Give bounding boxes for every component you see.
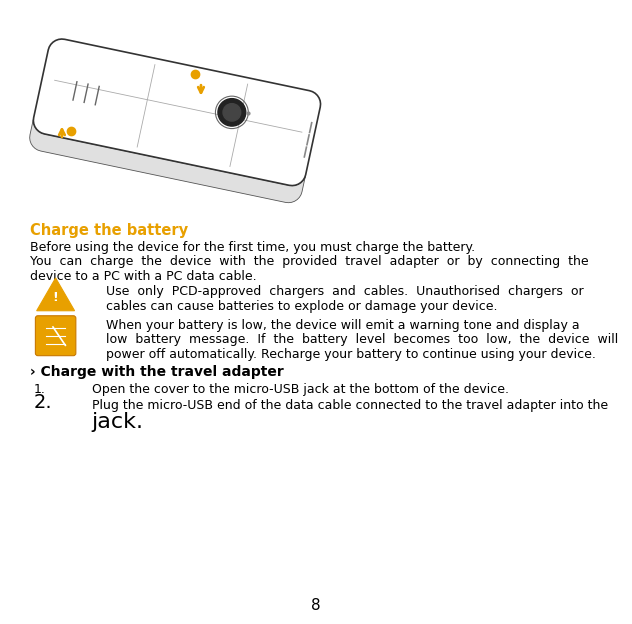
Circle shape [223, 104, 241, 121]
Text: 1.: 1. [33, 383, 46, 396]
Text: power off automatically. Recharge your battery to continue using your device.: power off automatically. Recharge your b… [106, 348, 596, 361]
Polygon shape [33, 39, 320, 185]
Text: Plug the micro-USB end of the data cable connected to the travel adapter into th: Plug the micro-USB end of the data cable… [92, 399, 608, 412]
Text: When your battery is low, the device will emit a warning tone and display a: When your battery is low, the device wil… [106, 319, 580, 332]
Text: You  can  charge  the  device  with  the  provided  travel  adapter  or  by  con: You can charge the device with the provi… [30, 255, 589, 268]
Circle shape [218, 99, 246, 126]
Polygon shape [37, 278, 75, 311]
Text: device to a PC with a PC data cable.: device to a PC with a PC data cable. [30, 270, 257, 283]
Text: 2.: 2. [33, 393, 52, 412]
Text: jack.: jack. [92, 412, 143, 432]
Text: Open the cover to the micro-USB jack at the bottom of the device.: Open the cover to the micro-USB jack at … [92, 383, 509, 396]
Text: !: ! [52, 291, 59, 304]
Text: Charge the battery: Charge the battery [30, 223, 188, 238]
Polygon shape [30, 118, 306, 203]
FancyBboxPatch shape [35, 316, 76, 356]
Text: 8: 8 [311, 598, 321, 613]
Text: cables can cause batteries to explode or damage your device.: cables can cause batteries to explode or… [106, 300, 497, 313]
Text: › Charge with the travel adapter: › Charge with the travel adapter [30, 365, 284, 379]
Text: Use  only  PCD-approved  chargers  and  cables.  Unauthorised  chargers  or: Use only PCD-approved chargers and cable… [106, 285, 584, 298]
Text: low  battery  message.  If  the  battery  level  becomes  too  low,  the  device: low battery message. If the battery leve… [106, 333, 619, 346]
Text: Before using the device for the first time, you must charge the battery.: Before using the device for the first ti… [30, 241, 475, 254]
